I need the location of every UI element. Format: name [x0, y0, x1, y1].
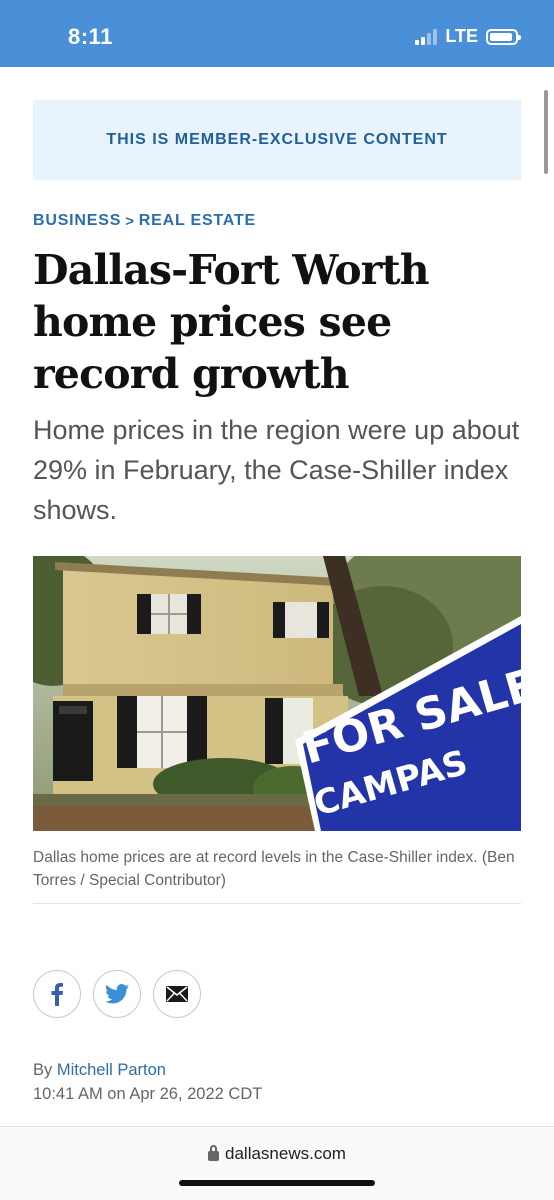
email-icon	[166, 986, 188, 1002]
status-indicators: LTE	[415, 26, 521, 47]
share-email-button[interactable]	[153, 970, 201, 1018]
scrollbar[interactable]	[544, 90, 548, 174]
home-indicator[interactable]	[179, 1180, 375, 1186]
member-banner-text: THIS IS MEMBER-EXCLUSIVE CONTENT	[106, 131, 448, 148]
breadcrumb-chevron-icon: >	[125, 212, 135, 230]
share-twitter-button[interactable]	[93, 970, 141, 1018]
share-facebook-button[interactable]	[33, 970, 81, 1018]
photo-caption: Dallas home prices are at record levels …	[33, 849, 515, 889]
lock-icon	[208, 1145, 220, 1161]
browser-url-bar[interactable]: dallasnews.com	[0, 1126, 554, 1200]
status-bar: 8:11 LTE	[0, 0, 554, 67]
network-type: LTE	[445, 26, 478, 46]
byline: By Mitchell Parton	[33, 1061, 166, 1080]
article-photo[interactable]: FOR SALE CAMPAS	[33, 556, 521, 831]
breadcrumb-subsection-link[interactable]: REAL ESTATE	[138, 212, 257, 229]
member-exclusive-banner: THIS IS MEMBER-EXCLUSIVE CONTENT	[33, 100, 521, 180]
battery-icon	[486, 28, 521, 45]
facebook-icon	[51, 983, 63, 1006]
author-link[interactable]: Mitchell Parton	[56, 1061, 166, 1079]
signal-icon	[415, 28, 438, 45]
url-text: dallasnews.com	[225, 1144, 346, 1163]
twitter-icon	[105, 984, 129, 1004]
publish-timestamp: 10:41 AM on Apr 26, 2022 CDT	[33, 1085, 263, 1103]
article-headline: Dallas-Fort Worth home prices see record…	[33, 246, 430, 398]
article-subhead: Home prices in the region were up about …	[33, 415, 520, 525]
caption-divider	[33, 903, 521, 904]
breadcrumb-section-link[interactable]: BUSINESS	[33, 212, 122, 229]
breadcrumb: BUSINESS > REAL ESTATE	[33, 212, 256, 230]
byline-prefix: By	[33, 1061, 57, 1079]
status-time: 8:11	[68, 24, 113, 49]
